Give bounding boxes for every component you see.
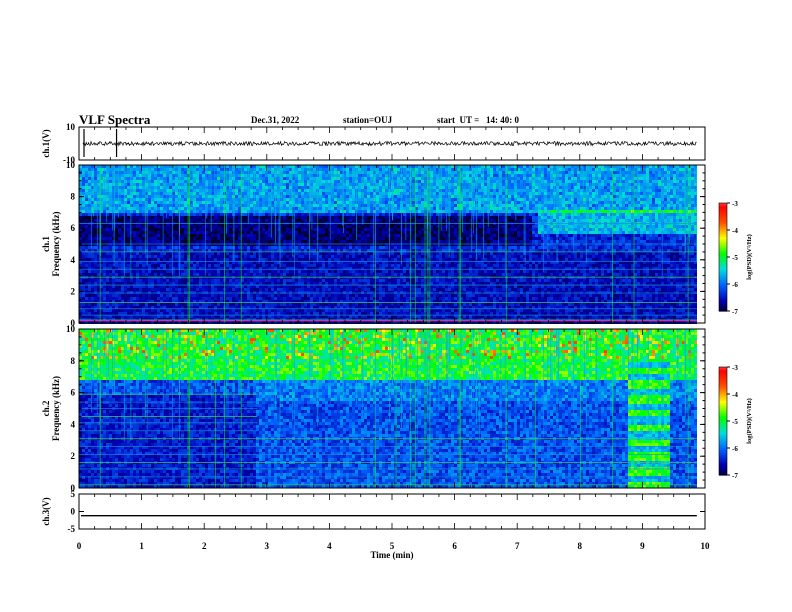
ch3-waveform-panel-ytick-label: -5: [68, 524, 76, 534]
xaxis-label: Time (min): [370, 550, 413, 560]
ch1-spectrogram-panel-colorbar-tick: -3: [732, 200, 738, 208]
ch1-waveform-panel-trace: [83, 142, 697, 146]
xtick-label: 8: [578, 541, 583, 551]
ch1-spectrogram-panel-colorbar-tick: -4: [732, 227, 738, 235]
ch2-spectrogram-panel-ytick-label: 4: [71, 419, 76, 429]
ch1-spectrogram-panel-colorbar-tick: -7: [732, 308, 738, 316]
ch2-spectrogram-panel-colorbar-tick: -5: [732, 418, 738, 426]
ch1-spectrogram-panel: [79, 165, 730, 324]
plot-area: 10-10ch.1(V)0246810ch.1 Frequency (kHz)-3…: [0, 0, 792, 612]
xtick-label: 7: [515, 541, 520, 551]
xtick-label: 9: [640, 541, 645, 551]
ch2-spectrogram-panel-colorbar-label: log(PSD)(V²/Hz): [746, 398, 753, 444]
ch1-spectrogram-panel-ylabel: Frequency (kHz): [51, 211, 61, 276]
ch2-spectrogram-panel: [79, 329, 730, 488]
vlf-spectra-figure: VLF Spectra Dec.31, 2022 station=OUJ sta…: [0, 0, 792, 612]
xtick-label: 2: [202, 541, 207, 551]
ch2-spectrogram-panel-colorbar-tick: -6: [732, 445, 738, 453]
ch2-spectrogram-panel-ytick-label: 10: [66, 324, 76, 334]
ch2-spectrogram-panel-ytick-label: 8: [71, 356, 76, 366]
ch2-spectrogram-panel-ylabel: ch.2: [41, 400, 51, 416]
ch1-spectrogram-panel-ytick-label: 10: [66, 160, 76, 170]
xtick-label: 1: [139, 541, 144, 551]
ch1-spectrogram-panel-colorbar-tick: -6: [732, 281, 738, 289]
ch1-spectrogram-panel-ytick-label: 2: [71, 286, 76, 296]
xtick-label: 0: [77, 541, 82, 551]
xtick-label: 3: [265, 541, 270, 551]
xtick-label: 4: [327, 541, 332, 551]
ch2-spectrogram-panel-ytick-label: 6: [71, 388, 76, 398]
ch1-spectrogram-panel-ytick-label: 8: [71, 192, 76, 202]
xtick-label: 10: [701, 541, 711, 551]
ch3-waveform-panel-ylabel: ch.3(V): [41, 497, 51, 525]
xtick-label: 6: [452, 541, 457, 551]
ch1-waveform-panel-ytick-label: 10: [66, 122, 76, 132]
ch2-spectrogram-panel-colorbar-tick: -7: [732, 472, 738, 480]
ch3-waveform-panel-ytick-label: 5: [71, 489, 76, 499]
ch2-spectrogram-panel-ytick-label: 2: [71, 451, 76, 461]
ch3-waveform-panel-ytick-label: 0: [71, 507, 76, 517]
ch1-spectrogram-panel-ylabel: ch.1: [41, 236, 51, 252]
ch1-spectrogram-panel-colorbar-label: log(PSD)(V²/Hz): [746, 234, 753, 280]
ch2-spectrogram-panel-colorbar-tick: -4: [732, 391, 738, 399]
ch2-spectrogram-panel-ylabel: Frequency (kHz): [51, 376, 61, 441]
ch1-spectrogram-panel-ytick-label: 6: [71, 223, 76, 233]
ch2-spectrogram-panel-colorbar-tick: -3: [732, 364, 738, 372]
ch1-spectrogram-panel-ytick-label: 4: [71, 255, 76, 265]
ch1-waveform-panel-ylabel: ch.1(V): [41, 129, 51, 157]
ch1-spectrogram-panel-colorbar-tick: -5: [732, 254, 738, 262]
